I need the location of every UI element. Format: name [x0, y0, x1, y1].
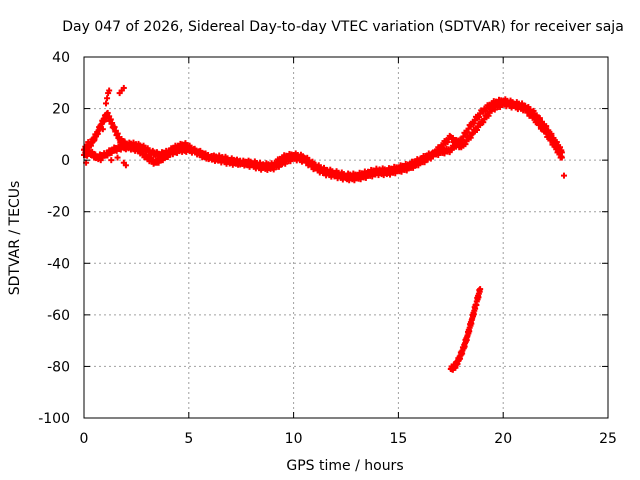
point-main-band-b-41-6 [485, 112, 492, 119]
x-tick-label-1: 5 [184, 431, 193, 447]
point-main-band-a-42-2 [470, 120, 477, 127]
point-dip-arc-7 [477, 286, 484, 293]
point-main-band-b-39-9 [467, 134, 474, 141]
y-tick-label-6: -80 [47, 359, 70, 375]
point-main-band-b-45-4 [525, 108, 532, 115]
point-main-band-b-47-1 [543, 129, 550, 136]
point-early-scatter-6 [114, 154, 121, 161]
x-tick-label-5: 25 [599, 431, 617, 447]
point-main-band-b-39-4 [462, 141, 469, 148]
points-layer [81, 84, 567, 373]
point-main-band-b-36-1 [427, 155, 434, 162]
point-early-spikes-6 [120, 84, 127, 91]
point-main-band-b-47-6 [548, 137, 555, 144]
y-axis-title: SDTVAR / TECUs [7, 181, 23, 296]
point-early-scatter-4 [97, 157, 104, 164]
point-late-isolated-0 [560, 172, 567, 179]
point-main-band-b-41-1 [480, 119, 487, 126]
point-early-scatter-2 [89, 151, 96, 158]
point-early-scatter-3 [91, 136, 98, 143]
point-early-scatter-8 [122, 162, 129, 169]
point-main-band-a-42-7 [476, 114, 483, 121]
point-main-band-b-46-8 [540, 124, 547, 131]
y-tick-label-7: -100 [38, 411, 70, 427]
point-main-band-a-48-2 [533, 112, 540, 119]
point-main-band-b-45-2 [523, 105, 530, 112]
y-tick-label-5: -60 [47, 308, 70, 324]
point-early-spikes-0 [103, 100, 110, 107]
point-main-band-b-38-2 [449, 134, 456, 141]
x-axis-title: GPS time / hours [286, 458, 403, 474]
point-main-band-b-38-5 [453, 137, 460, 144]
point-early-spikes-1 [104, 95, 111, 102]
point-main-band-b-47-4 [546, 132, 553, 139]
point-early-scatter-1 [85, 139, 92, 146]
plot-frame [83, 56, 609, 419]
point-main-band-b-36-6 [433, 150, 440, 157]
point-early-spikes-3 [106, 87, 113, 94]
point-main-band-b-46-5 [536, 121, 543, 128]
y-tick-label-2: 0 [61, 153, 70, 169]
point-main-band-b-47-9 [551, 140, 558, 147]
y-tick-label-1: 20 [52, 102, 70, 118]
x-tick-label-0: 0 [80, 431, 89, 447]
point-early-scatter-9 [99, 126, 106, 133]
chart-title: Day 047 of 2026, Sidereal Day-to-day VTE… [62, 19, 624, 35]
point-main-band-b-40-8 [477, 122, 484, 129]
x-tick-label-3: 15 [389, 431, 407, 447]
point-main-band-b-37-2 [439, 144, 446, 151]
point-main-band-a-49-1 [543, 123, 550, 130]
x-tick-label-2: 10 [285, 431, 303, 447]
point-early-scatter-10 [106, 113, 113, 120]
point-early-scatter-5 [108, 157, 115, 164]
x-tick-label-4: 20 [494, 431, 512, 447]
point-main-band-b-49 [558, 154, 565, 161]
ticks-layer: 0 5 10 15 20 25 40 20 0 -20 -40 -60 -80 -100 [38, 50, 617, 447]
y-tick-label-4: -40 [47, 256, 70, 272]
point-main-band-b-37-7 [444, 139, 451, 146]
point-main-band-b-40-5 [474, 126, 480, 133]
y-tick-label-0: 40 [52, 50, 70, 66]
point-main-band-b-46-3 [534, 117, 541, 124]
point-main-band-a-41-6 [464, 129, 471, 136]
point-main-band-b-45-7 [528, 110, 535, 117]
y-tick-label-3: -20 [47, 205, 70, 221]
